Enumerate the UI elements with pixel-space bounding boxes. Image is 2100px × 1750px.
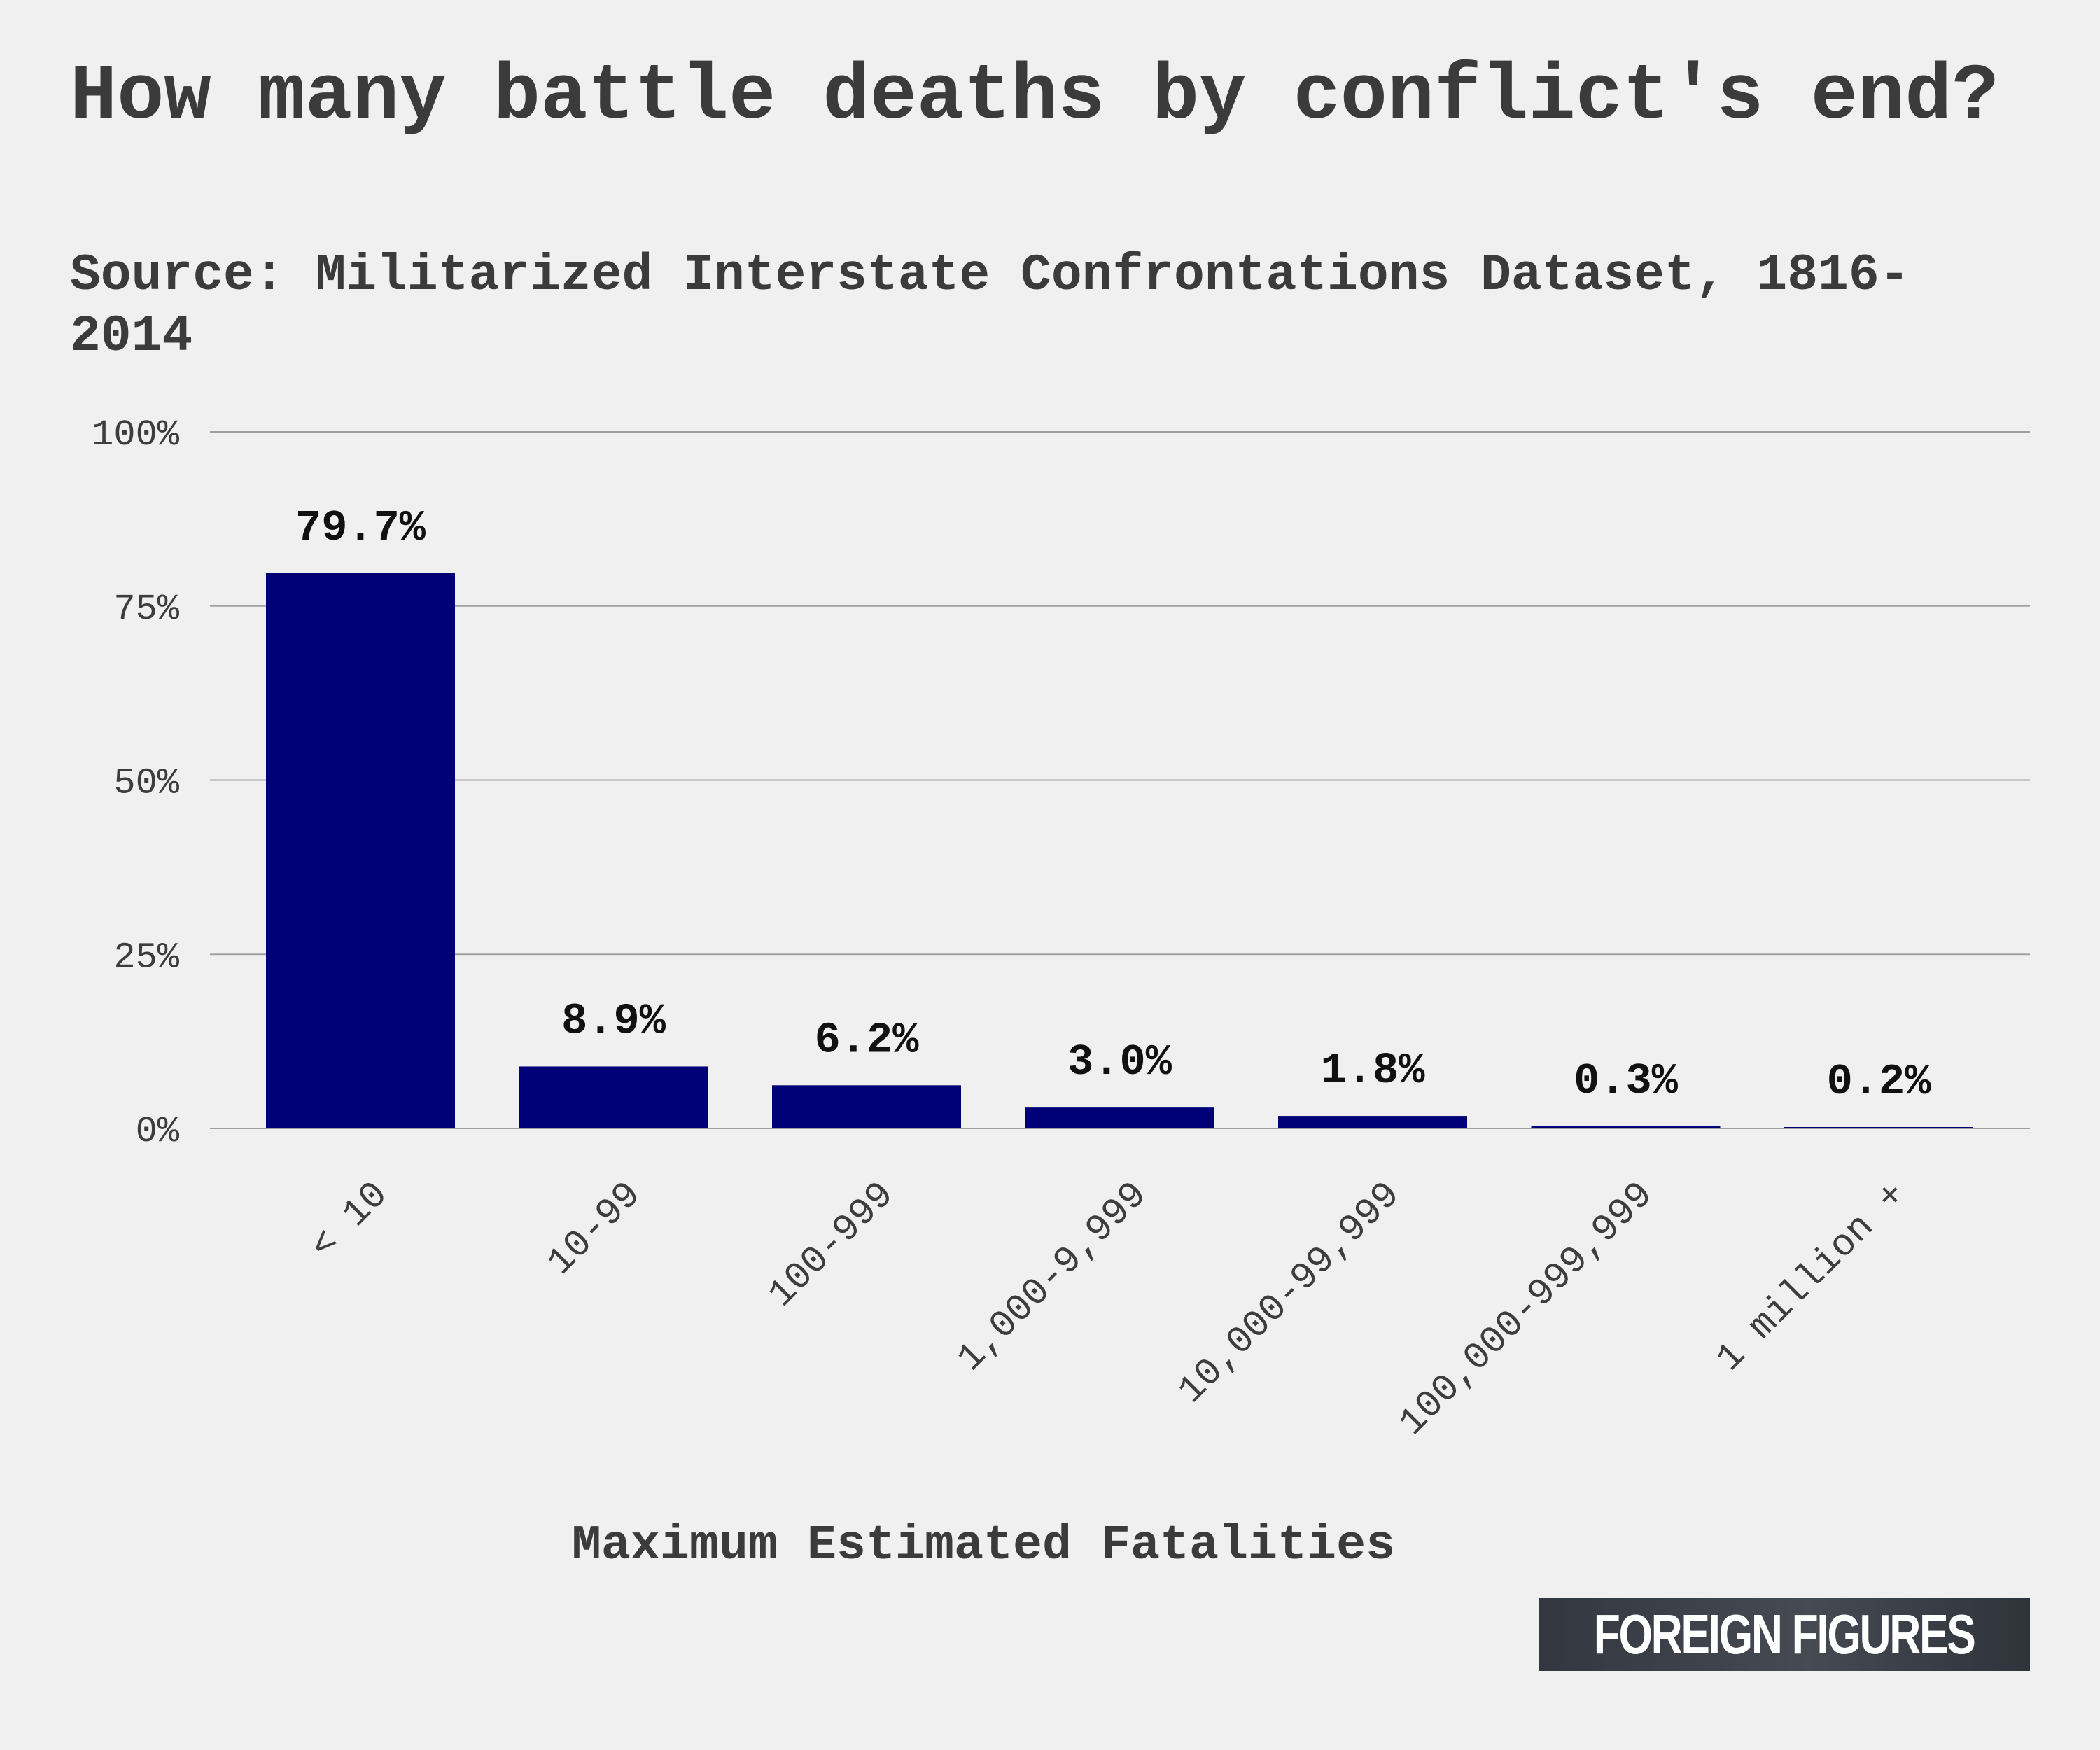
value-label: 0.3% [1574, 1056, 1679, 1106]
value-label: 3.0% [1068, 1037, 1172, 1087]
grid-lines [210, 431, 2030, 1129]
value-labels: 79.7% 8.9% 6.2% 3.0% 1.8% 0.3% 0.2% [295, 503, 1931, 1107]
bar [519, 1066, 708, 1128]
bar [266, 573, 455, 1128]
value-label: 0.2% [1827, 1057, 1932, 1107]
value-label: 1.8% [1321, 1046, 1426, 1096]
logo-text: FOREIGN FIGURES [1594, 1603, 1976, 1665]
x-tick-label: 100-999 [760, 1174, 903, 1317]
y-axis-ticks: 0% 25% 50% 75% 100% [92, 414, 180, 1152]
chart-subtitle: Source: Militarized Interstate Confronta… [70, 246, 1910, 365]
bar [1784, 1127, 1973, 1128]
x-tick-label: 100,000-999,999 [1392, 1174, 1662, 1445]
x-tick-label: 1 million + [1709, 1174, 1915, 1380]
foreign-figures-logo: FOREIGN FIGURES [1539, 1598, 2030, 1671]
y-tick-label: 50% [113, 763, 179, 804]
x-tick-label: 1,000-9,999 [949, 1174, 1156, 1380]
bars [266, 573, 1973, 1128]
bar [1278, 1116, 1467, 1128]
x-axis-title: Maximum Estimated Fatalities [572, 1518, 1395, 1574]
chart-title: How many battle deaths by conflict's end… [70, 52, 1999, 141]
y-tick-label: 25% [113, 937, 179, 978]
value-label: 79.7% [295, 503, 426, 553]
value-label: 8.9% [561, 996, 666, 1046]
x-tick-label: < 10 [302, 1174, 397, 1268]
y-tick-label: 100% [92, 414, 180, 456]
value-label: 6.2% [815, 1015, 920, 1065]
bar [772, 1085, 961, 1128]
x-tick-label: 10-99 [540, 1174, 650, 1284]
x-tick-label: 10,000-99,999 [1170, 1174, 1409, 1413]
y-tick-label: 75% [113, 589, 179, 630]
bar [1531, 1126, 1721, 1128]
x-axis-ticks: < 10 10-99 100-999 1,000-9,999 10,000-99,999… [302, 1174, 1915, 1445]
bar [1025, 1107, 1214, 1128]
y-tick-label: 0% [136, 1111, 180, 1152]
